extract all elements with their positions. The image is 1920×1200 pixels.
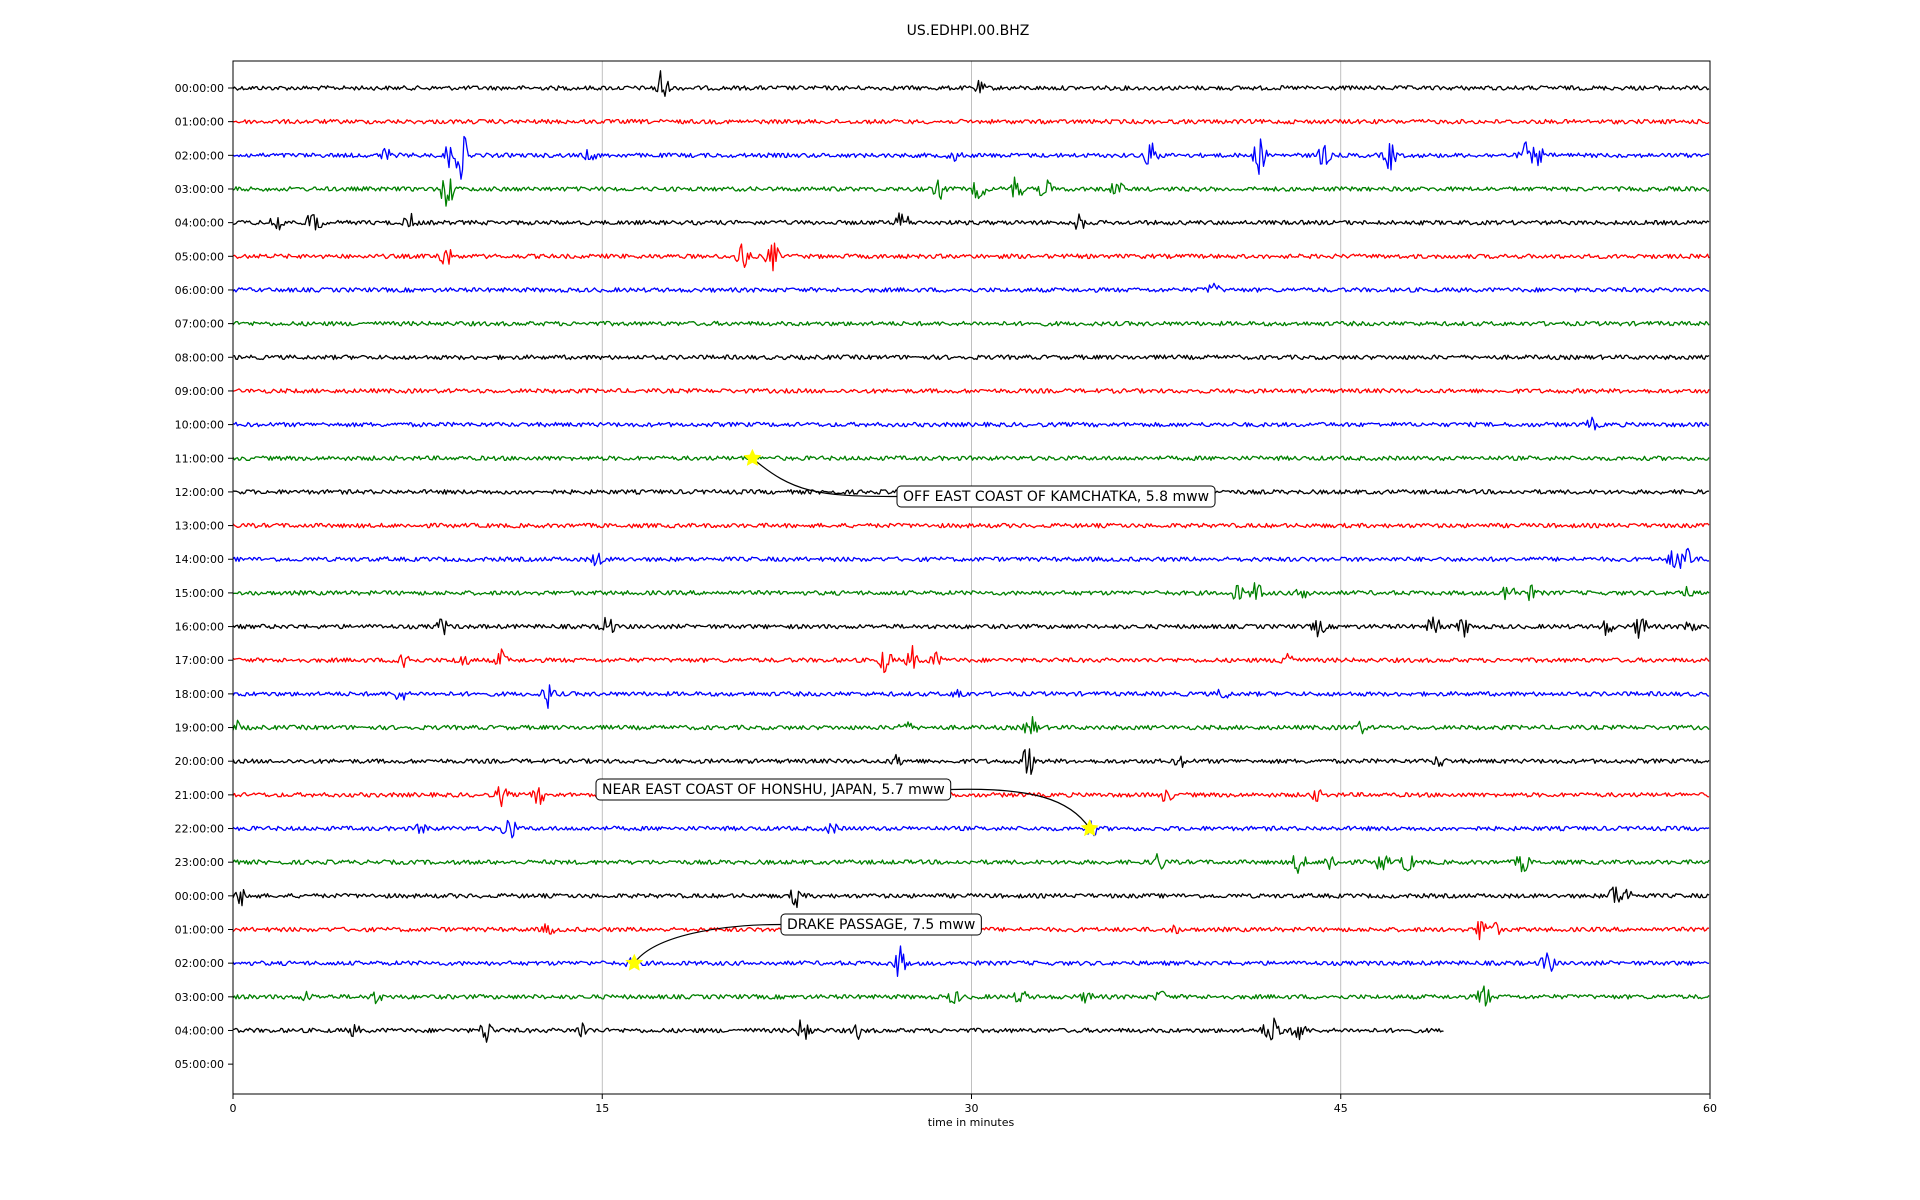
x-tick-label-1: 15 xyxy=(595,1102,609,1115)
trace-row-16 xyxy=(232,616,1710,639)
trace-row-13 xyxy=(232,522,1710,529)
trace-row-10 xyxy=(232,416,1710,431)
y-tick-label-3: 03:00:00 xyxy=(175,183,224,196)
trace-row-27 xyxy=(232,985,1710,1007)
y-tick-label-14: 14:00:00 xyxy=(175,553,224,566)
y-axis: 00:00:00 01:00:00 02:00:00 03:00:00 04:00:00… xyxy=(175,82,233,1071)
y-tick-label-21: 21:00:00 xyxy=(175,789,224,802)
chart-title: US.EDHPI.00.BHZ xyxy=(907,23,1030,39)
y-tick-label-19: 19:00:00 xyxy=(175,722,224,735)
annotation-arrow-2 xyxy=(633,923,782,964)
trace-row-8 xyxy=(232,354,1710,361)
y-tick-label-2: 02:00:00 xyxy=(175,149,224,162)
y-tick-label-20: 20:00:00 xyxy=(175,755,224,768)
trace-row-22 xyxy=(232,819,1710,839)
y-tick-label-13: 13:00:00 xyxy=(175,520,224,533)
seismogram-traces xyxy=(232,70,1710,1043)
trace-row-19 xyxy=(232,716,1710,735)
trace-row-6 xyxy=(232,282,1710,293)
y-tick-label-28: 04:00:00 xyxy=(175,1024,224,1037)
y-tick-label-9: 09:00:00 xyxy=(175,385,224,398)
y-tick-label-18: 18:00:00 xyxy=(175,688,224,701)
x-tick-label-4: 60 xyxy=(1703,1102,1717,1115)
trace-row-0 xyxy=(232,70,1710,97)
x-axis-label: time in minutes xyxy=(928,1116,1015,1129)
annotation-box-0 xyxy=(896,485,1216,508)
event-star-0 xyxy=(743,448,762,466)
annotation-box-1 xyxy=(595,778,952,801)
trace-row-17 xyxy=(232,644,1710,674)
y-tick-label-6: 06:00:00 xyxy=(175,284,224,297)
y-tick-label-4: 04:00:00 xyxy=(175,217,224,230)
y-tick-label-23: 23:00:00 xyxy=(175,856,224,869)
trace-row-7 xyxy=(232,320,1710,327)
y-tick-label-1: 01:00:00 xyxy=(175,116,224,129)
x-tick-label-0: 0 xyxy=(230,1102,237,1115)
trace-row-20 xyxy=(232,748,1710,775)
x-tick-label-2: 30 xyxy=(965,1102,979,1115)
trace-row-15 xyxy=(232,582,1710,602)
trace-row-5 xyxy=(232,242,1710,272)
event-annotations: OFF EAST COAST OF KAMCHATKA, 5.8 mww NEAR… xyxy=(595,448,1216,971)
y-tick-label-0: 00:00:00 xyxy=(175,82,224,95)
annotation-label-0: OFF EAST COAST OF KAMCHATKA, 5.8 mww xyxy=(903,489,1209,505)
trace-row-18 xyxy=(232,684,1710,709)
trace-row-11 xyxy=(232,455,1710,462)
trace-row-28 xyxy=(232,1017,1444,1043)
x-axis: 0 15 30 45 60 xyxy=(230,1094,1717,1115)
trace-row-3 xyxy=(232,176,1710,207)
trace-row-23 xyxy=(232,853,1710,874)
y-tick-label-27: 03:00:00 xyxy=(175,991,224,1004)
y-tick-label-24: 00:00:00 xyxy=(175,890,224,903)
y-tick-label-12: 12:00:00 xyxy=(175,486,224,499)
annotation-label-1: NEAR EAST COAST OF HONSHU, JAPAN, 5.7 mw… xyxy=(602,782,945,798)
y-tick-label-8: 08:00:00 xyxy=(175,351,224,364)
y-tick-label-17: 17:00:00 xyxy=(175,654,224,667)
y-tick-label-16: 16:00:00 xyxy=(175,621,224,634)
x-tick-label-3: 45 xyxy=(1334,1102,1348,1115)
trace-row-24 xyxy=(232,886,1710,909)
event-star-1 xyxy=(1080,818,1099,837)
y-tick-label-25: 01:00:00 xyxy=(175,924,224,937)
trace-row-2 xyxy=(232,135,1710,180)
y-tick-label-7: 07:00:00 xyxy=(175,318,224,331)
y-tick-label-5: 05:00:00 xyxy=(175,250,224,263)
trace-row-1 xyxy=(232,118,1710,125)
annotation-arrow-1 xyxy=(950,788,1091,829)
trace-row-26 xyxy=(232,945,1710,977)
trace-row-14 xyxy=(232,547,1710,570)
y-tick-label-29: 05:00:00 xyxy=(175,1058,224,1071)
event-star-2 xyxy=(625,953,644,971)
y-tick-label-11: 11:00:00 xyxy=(175,452,224,465)
y-tick-label-10: 10:00:00 xyxy=(175,419,224,432)
trace-row-4 xyxy=(232,212,1710,231)
annotation-arrow-0 xyxy=(752,457,898,498)
y-tick-label-15: 15:00:00 xyxy=(175,587,224,600)
annotation-label-2: DRAKE PASSAGE, 7.5 mww xyxy=(787,917,975,933)
grid-lines xyxy=(601,61,1342,1094)
trace-row-21 xyxy=(232,786,1710,808)
y-tick-label-22: 22:00:00 xyxy=(175,823,224,836)
annotation-box-2 xyxy=(780,913,982,936)
trace-row-9 xyxy=(232,388,1710,394)
y-tick-label-26: 02:00:00 xyxy=(175,957,224,970)
